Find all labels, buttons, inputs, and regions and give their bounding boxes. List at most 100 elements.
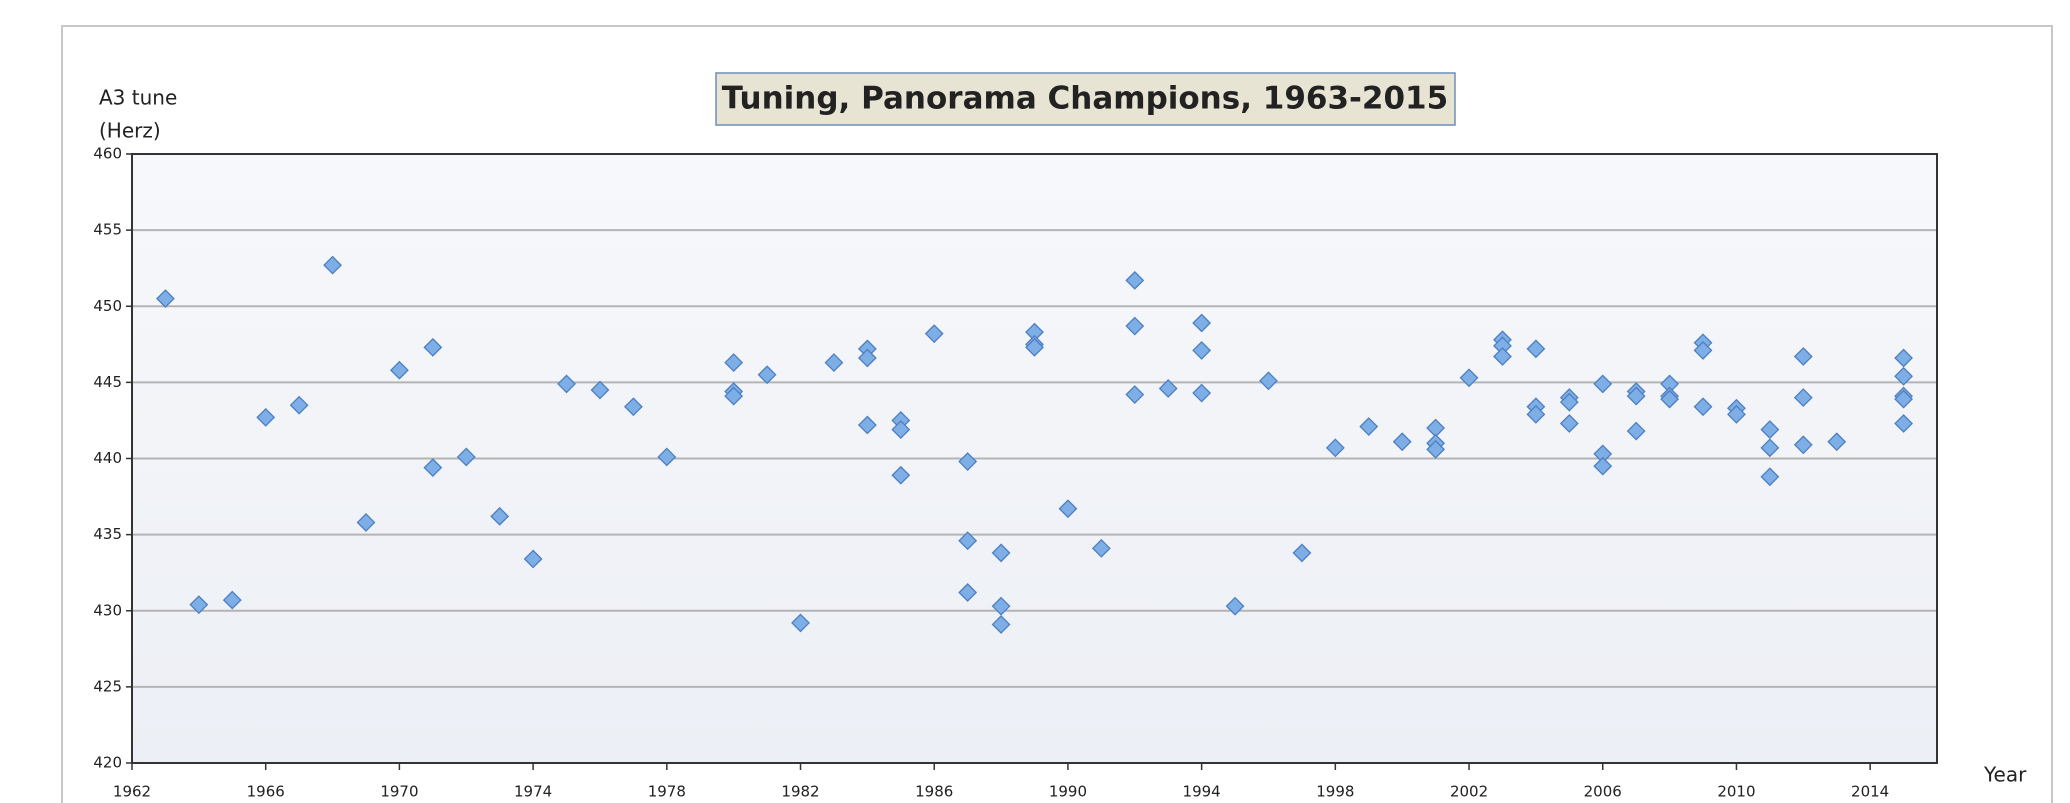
x-tick-label: 1974 <box>514 783 552 801</box>
y-tick-label: 440 <box>93 449 122 467</box>
x-tick-label: 2014 <box>1851 783 1889 801</box>
point <box>1727 404 1746 424</box>
point <box>1793 435 1813 455</box>
y-tick-label: 460 <box>93 145 122 163</box>
point <box>1760 467 1780 487</box>
point <box>857 348 877 368</box>
point <box>1192 313 1212 333</box>
point <box>991 615 1011 634</box>
point <box>1259 371 1278 391</box>
point <box>389 360 409 380</box>
chart-title: Tuning, Panorama Champions, 1963-2015 <box>722 81 1448 117</box>
title-box <box>715 72 1456 126</box>
y-tick-label: 450 <box>93 297 122 315</box>
point <box>1660 389 1680 409</box>
point <box>623 397 643 417</box>
point <box>189 595 209 615</box>
x-tick-label: 1998 <box>1316 783 1354 801</box>
y-axis-label: A3 tune <box>99 86 177 110</box>
point <box>1793 347 1813 366</box>
point <box>1559 414 1579 433</box>
point <box>1225 596 1245 616</box>
point <box>1192 340 1212 360</box>
point <box>1292 543 1312 563</box>
point <box>1593 374 1613 394</box>
point <box>1526 404 1546 424</box>
point <box>1125 270 1145 290</box>
x-tick-label: 1990 <box>1049 783 1087 801</box>
point <box>891 420 911 439</box>
point <box>757 365 777 385</box>
point <box>1760 420 1780 439</box>
point <box>423 458 443 478</box>
point <box>356 513 376 532</box>
point <box>958 583 978 602</box>
point <box>1894 366 1913 386</box>
point <box>256 407 276 427</box>
point <box>657 447 677 467</box>
point <box>1760 438 1780 458</box>
x-axis-label: Year <box>1983 763 2027 787</box>
point <box>1125 316 1145 336</box>
point <box>824 353 844 373</box>
y-tick-label: 445 <box>93 373 122 391</box>
point <box>1192 383 1212 403</box>
point <box>222 590 242 610</box>
point <box>958 452 978 471</box>
point <box>1593 456 1613 476</box>
point <box>791 613 810 633</box>
point <box>1827 432 1847 452</box>
x-tick-label: 1994 <box>1183 783 1221 801</box>
point <box>1392 432 1412 452</box>
x-tick-label: 1970 <box>380 783 418 801</box>
point <box>1693 397 1713 417</box>
y-tick-label: 425 <box>93 677 122 695</box>
point <box>1693 340 1713 360</box>
x-tick-label: 1986 <box>915 783 953 801</box>
point <box>924 324 944 344</box>
y-tick-label: 430 <box>93 601 122 619</box>
point <box>991 543 1011 563</box>
point <box>1894 389 1913 409</box>
point <box>1058 499 1078 519</box>
point <box>1125 385 1145 404</box>
point <box>1493 347 1512 366</box>
point <box>323 255 342 275</box>
point <box>1025 337 1044 357</box>
point <box>1894 414 1913 433</box>
point <box>1459 368 1479 388</box>
x-tick-label: 1978 <box>648 783 686 801</box>
point <box>1325 438 1345 458</box>
x-tick-label: 1962 <box>113 783 151 801</box>
x-tick-label: 1966 <box>247 783 285 801</box>
point <box>1626 386 1646 406</box>
point <box>724 353 744 373</box>
x-tick-label: 2010 <box>1717 783 1755 801</box>
point <box>590 380 610 400</box>
point <box>1359 417 1379 436</box>
point <box>857 415 877 435</box>
point <box>490 506 510 526</box>
point <box>1158 379 1178 398</box>
point <box>1526 339 1546 359</box>
point <box>1426 439 1446 459</box>
point <box>1559 392 1579 412</box>
point <box>289 395 309 415</box>
point <box>1091 538 1111 558</box>
point <box>958 531 978 551</box>
y-tick-label: 435 <box>93 525 122 543</box>
point <box>523 549 543 569</box>
x-tick-label: 2006 <box>1584 783 1622 801</box>
point <box>423 337 443 357</box>
point <box>891 465 911 485</box>
point <box>156 289 175 309</box>
x-tick-label: 1982 <box>781 783 819 801</box>
point <box>724 386 744 406</box>
x-tick-label: 2002 <box>1450 783 1488 801</box>
point <box>1793 388 1813 408</box>
point <box>557 374 576 394</box>
point <box>456 447 476 467</box>
plot-border <box>131 153 1938 764</box>
point <box>1894 348 1913 368</box>
y-tick-label: 420 <box>93 754 122 772</box>
